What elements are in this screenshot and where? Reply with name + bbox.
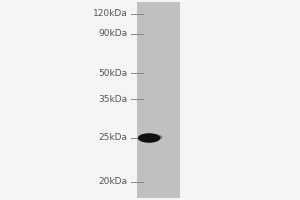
FancyBboxPatch shape bbox=[136, 2, 180, 198]
Text: 120kDa: 120kDa bbox=[93, 9, 128, 19]
Ellipse shape bbox=[151, 135, 162, 140]
Ellipse shape bbox=[138, 133, 160, 143]
Text: 90kDa: 90kDa bbox=[98, 29, 128, 38]
Text: 50kDa: 50kDa bbox=[98, 68, 128, 77]
Text: 25kDa: 25kDa bbox=[98, 134, 128, 142]
Text: 35kDa: 35kDa bbox=[98, 95, 128, 104]
Text: 20kDa: 20kDa bbox=[98, 178, 128, 186]
